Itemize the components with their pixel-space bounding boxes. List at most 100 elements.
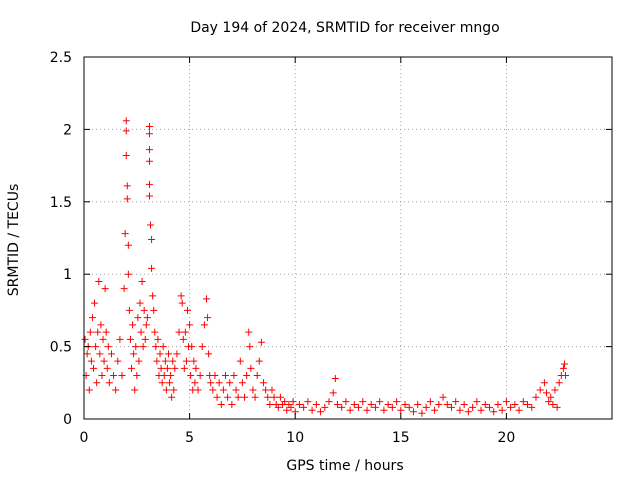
data-point	[187, 372, 195, 380]
data-point	[245, 328, 253, 336]
data-point	[321, 403, 329, 411]
data-point	[145, 157, 153, 165]
x-tick-label: 15	[392, 430, 410, 446]
data-point	[384, 401, 392, 409]
data-point	[367, 401, 375, 409]
data-point	[100, 357, 108, 365]
data-point	[136, 299, 144, 307]
data-point	[91, 299, 99, 307]
data-point	[149, 292, 157, 300]
data-point	[268, 386, 276, 394]
data-point	[110, 372, 118, 380]
data-point	[346, 406, 354, 414]
data-point	[283, 406, 291, 414]
data-point	[251, 393, 259, 401]
data-point	[371, 403, 379, 411]
data-point	[325, 398, 333, 406]
data-point	[150, 306, 158, 314]
data-point	[519, 398, 527, 406]
data-point	[102, 328, 110, 336]
data-point	[545, 398, 553, 406]
data-point	[140, 306, 148, 314]
data-point	[464, 408, 472, 416]
data-point	[198, 343, 206, 351]
x-tick-label: 0	[80, 430, 89, 446]
data-point	[116, 335, 124, 343]
data-point	[469, 403, 477, 411]
data-point	[145, 146, 153, 154]
data-point	[551, 386, 559, 394]
data-point	[211, 372, 219, 380]
data-point	[300, 403, 308, 411]
data-point	[85, 386, 93, 394]
data-point	[555, 379, 563, 387]
data-point	[145, 123, 153, 131]
data-point	[376, 398, 384, 406]
data-point	[243, 372, 251, 380]
data-point	[124, 270, 132, 278]
data-point	[154, 335, 162, 343]
data-point	[342, 398, 350, 406]
data-point	[502, 398, 510, 406]
data-point	[190, 357, 198, 365]
data-point	[145, 130, 153, 138]
data-point	[304, 398, 312, 406]
data-point	[112, 386, 120, 394]
data-point	[137, 328, 145, 336]
data-point	[524, 401, 532, 409]
data-point	[486, 403, 494, 411]
data-point	[409, 408, 417, 416]
data-point	[126, 335, 134, 343]
data-point	[236, 357, 244, 365]
data-point	[173, 350, 181, 358]
x-axis-label: GPS time / hours	[286, 458, 403, 474]
data-point	[276, 393, 284, 401]
data-point	[295, 401, 303, 409]
data-point	[114, 357, 122, 365]
data-point	[135, 357, 143, 365]
data-point	[547, 393, 555, 401]
data-point	[264, 393, 272, 401]
data-point	[249, 386, 257, 394]
data-point	[163, 364, 171, 372]
data-point	[481, 401, 489, 409]
data-point	[540, 379, 548, 387]
data-point	[188, 343, 196, 351]
data-point	[426, 398, 434, 406]
data-point	[270, 393, 278, 401]
data-point	[123, 195, 131, 203]
data-point	[232, 386, 240, 394]
data-point	[507, 403, 515, 411]
y-axis-label: SRMTID / TECUs	[6, 184, 22, 297]
data-point	[435, 401, 443, 409]
data-point	[138, 277, 146, 285]
data-point	[178, 299, 186, 307]
data-point	[88, 314, 96, 322]
y-tick-label: 1	[63, 267, 72, 283]
data-point	[148, 264, 156, 272]
data-point	[139, 343, 147, 351]
data-point	[247, 364, 255, 372]
data-point	[194, 386, 202, 394]
data-point	[549, 401, 557, 409]
data-point	[181, 328, 189, 336]
data-point	[98, 372, 106, 380]
data-point	[167, 372, 175, 380]
data-point	[317, 408, 325, 416]
data-point	[134, 314, 142, 322]
data-point	[145, 192, 153, 200]
data-point	[93, 379, 101, 387]
data-point	[447, 403, 455, 411]
data-point	[179, 335, 187, 343]
data-point	[191, 379, 199, 387]
data-point	[156, 350, 164, 358]
data-point	[422, 403, 430, 411]
plot-frame	[83, 56, 613, 420]
data-point	[246, 343, 254, 351]
data-point	[205, 350, 213, 358]
data-point	[95, 277, 103, 285]
data-point	[118, 372, 126, 380]
data-point	[128, 364, 136, 372]
y-tick-label: 2	[63, 122, 72, 138]
data-point	[401, 401, 409, 409]
